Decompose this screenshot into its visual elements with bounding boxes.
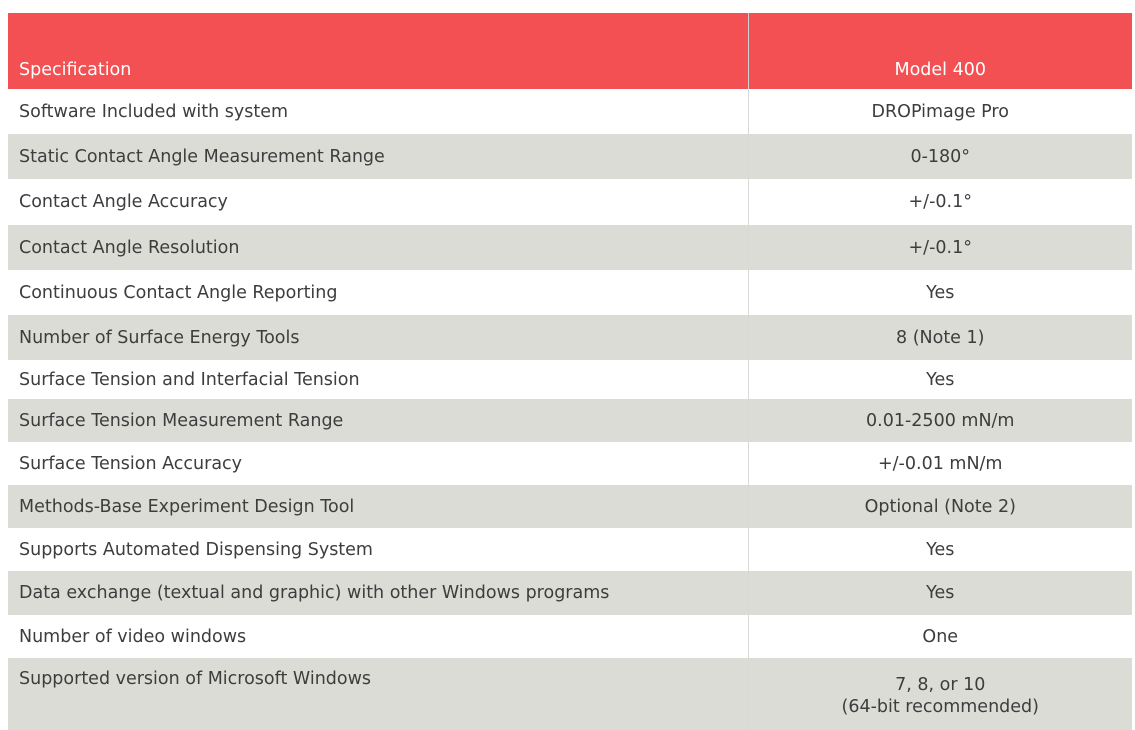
header-specification: Specification bbox=[8, 13, 749, 89]
spec-name: Continuous Contact Angle Reporting bbox=[8, 270, 749, 315]
spec-name: Contact Angle Resolution bbox=[8, 225, 749, 270]
spec-value: +/-0.1° bbox=[748, 179, 1132, 225]
spec-name: Surface Tension and Interfacial Tension bbox=[8, 360, 749, 399]
spec-value: +/-0.01 mN/m bbox=[748, 442, 1132, 485]
spec-value: Optional (Note 2) bbox=[748, 485, 1132, 528]
spec-name: Static Contact Angle Measurement Range bbox=[8, 134, 749, 179]
table-row: Software Included with system DROPimage … bbox=[8, 89, 1132, 134]
table-row: Continuous Contact Angle Reporting Yes bbox=[8, 270, 1132, 315]
spec-name: Number of video windows bbox=[8, 615, 749, 658]
spec-value: One bbox=[748, 615, 1132, 658]
spec-name: Data exchange (textual and graphic) with… bbox=[8, 571, 749, 615]
spec-value: 8 (Note 1) bbox=[748, 315, 1132, 360]
spec-value: Yes bbox=[748, 571, 1132, 615]
table-row: Surface Tension Measurement Range 0.01-2… bbox=[8, 399, 1132, 442]
table-row: Supports Automated Dispensing System Yes bbox=[8, 528, 1132, 571]
table-row: Surface Tension Accuracy +/-0.01 mN/m bbox=[8, 442, 1132, 485]
spec-value: 0.01-2500 mN/m bbox=[748, 399, 1132, 442]
table-row: Methods-Base Experiment Design Tool Opti… bbox=[8, 485, 1132, 528]
spec-name: Supports Automated Dispensing System bbox=[8, 528, 749, 571]
table-header-row: Specification Model 400 bbox=[8, 13, 1132, 89]
spec-value: 0-180° bbox=[748, 134, 1132, 179]
spec-value: Yes bbox=[748, 528, 1132, 571]
table-row: Supported version of Microsoft Windows 7… bbox=[8, 658, 1132, 730]
table-row: Number of Surface Energy Tools 8 (Note 1… bbox=[8, 315, 1132, 360]
spec-value: Yes bbox=[748, 270, 1132, 315]
spec-name: Contact Angle Accuracy bbox=[8, 179, 749, 225]
spec-value: 7, 8, or 10 (64-bit recommended) bbox=[748, 658, 1132, 730]
table-row: Contact Angle Resolution +/-0.1° bbox=[8, 225, 1132, 270]
spec-name: Number of Surface Energy Tools bbox=[8, 315, 749, 360]
header-model: Model 400 bbox=[748, 13, 1132, 89]
spec-name: Methods-Base Experiment Design Tool bbox=[8, 485, 749, 528]
spec-table: Specification Model 400 Software Include… bbox=[8, 13, 1132, 730]
spec-value: DROPimage Pro bbox=[748, 89, 1132, 134]
spec-value-line: 7, 8, or 10 bbox=[895, 674, 986, 695]
table-row: Contact Angle Accuracy +/-0.1° bbox=[8, 179, 1132, 225]
spec-value: Yes bbox=[748, 360, 1132, 399]
table-row: Data exchange (textual and graphic) with… bbox=[8, 571, 1132, 615]
spec-name: Surface Tension Measurement Range bbox=[8, 399, 749, 442]
spec-value: +/-0.1° bbox=[748, 225, 1132, 270]
spec-name: Software Included with system bbox=[8, 89, 749, 134]
spec-value-note: (64-bit recommended) bbox=[841, 696, 1039, 717]
spec-name: Supported version of Microsoft Windows bbox=[8, 658, 749, 730]
table-row: Static Contact Angle Measurement Range 0… bbox=[8, 134, 1132, 179]
table-row: Number of video windows One bbox=[8, 615, 1132, 658]
table-row: Surface Tension and Interfacial Tension … bbox=[8, 360, 1132, 399]
spec-name: Surface Tension Accuracy bbox=[8, 442, 749, 485]
